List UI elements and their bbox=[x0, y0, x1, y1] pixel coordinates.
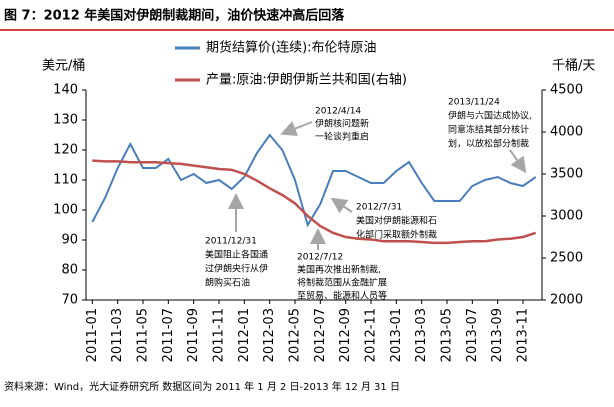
y2-tick-label: 3000 bbox=[550, 209, 583, 224]
annotation: 美国阻止各国通 bbox=[205, 249, 268, 261]
arrow bbox=[280, 121, 313, 137]
y-tick-label: 100 bbox=[53, 203, 78, 218]
annotation: 2012/7/31 bbox=[356, 203, 402, 213]
series-line bbox=[91, 133, 537, 228]
y-tick-label: 120 bbox=[53, 143, 78, 158]
x-tick-label: 2013-05 bbox=[440, 308, 455, 362]
arrow bbox=[330, 197, 353, 214]
annotation: 2013/11/24 bbox=[448, 98, 500, 108]
x-tick-label: 2013-11 bbox=[516, 308, 531, 362]
annotation: 朗购买石油 bbox=[205, 277, 250, 289]
arrow bbox=[509, 149, 527, 174]
x-tick-label: 2012-03 bbox=[262, 308, 277, 362]
annotation: 美国再次推出新制裁, bbox=[297, 264, 381, 276]
source: 资料来源：Wind，光大证券研究所 数据区间为 2011 年 1 月 2 日-2… bbox=[4, 380, 400, 393]
annotation: 2012/4/14 bbox=[315, 107, 361, 117]
annotation: 将制裁范围从金融扩展 bbox=[297, 277, 387, 289]
annotation: 划，以放松部分制裁 bbox=[448, 138, 529, 150]
x-tick-label: 2013-09 bbox=[490, 308, 505, 362]
annotation: 2011/12/31 bbox=[205, 237, 257, 247]
legend-label: 期货结算价(连续):布伦特原油 bbox=[206, 40, 377, 56]
x-tick-label: 2012-07 bbox=[313, 308, 328, 362]
y2-tick-label: 2500 bbox=[550, 251, 583, 266]
annotation: 同意冻结其部分核计 bbox=[448, 124, 529, 136]
x-tick-label: 2011-01 bbox=[85, 308, 100, 362]
x-tick-label: 2011-11 bbox=[212, 308, 227, 362]
y-tick-label: 90 bbox=[61, 233, 78, 248]
y-tick-label: 140 bbox=[53, 83, 78, 98]
y-tick-label: 80 bbox=[61, 263, 78, 278]
y2-tick-label: 4000 bbox=[550, 125, 583, 140]
y-axis-label: 美元/桶 bbox=[42, 59, 85, 74]
y2-tick-label: 3500 bbox=[550, 167, 583, 182]
annotation: 一轮谈判重启 bbox=[315, 131, 369, 143]
x-tick-label: 2012-01 bbox=[237, 308, 252, 362]
x-tick-label: 2013-07 bbox=[465, 308, 480, 362]
y2-axis-label: 千桶/天 bbox=[552, 59, 595, 74]
annotations: 2012/4/14 伊朗核问题新 一轮谈判重启 2011/12/31 美国阻止各… bbox=[205, 98, 532, 302]
x-tick-label: 2013-01 bbox=[389, 308, 404, 362]
y-tick-label: 70 bbox=[61, 293, 78, 308]
x-tick-label: 2012-09 bbox=[338, 308, 353, 362]
x-tick-label: 2011-03 bbox=[110, 308, 125, 362]
x-tick-label: 2012-05 bbox=[288, 308, 303, 362]
y2-tick-label: 4500 bbox=[550, 83, 583, 98]
x-tick-label: 2011-05 bbox=[136, 308, 151, 362]
annotation: 美国对伊朗能源和石 bbox=[356, 215, 437, 227]
annotation: 伊朗核问题新 bbox=[315, 118, 369, 130]
legend-label: 产量:原油:伊朗伊斯兰共和国(右轴) bbox=[206, 73, 407, 88]
x-tick-label: 2011-07 bbox=[161, 308, 176, 362]
y-tick-label: 130 bbox=[53, 113, 78, 128]
annotation: 伊朗与六国达成协议, bbox=[448, 110, 532, 122]
annotation: 过伊朗央行从伊 bbox=[205, 263, 268, 275]
x-tick-label: 2013-03 bbox=[414, 308, 429, 362]
x-tick-label: 2011-09 bbox=[186, 308, 201, 362]
x-tick-label: 2012-11 bbox=[364, 308, 379, 362]
chart-title: 图 7：2012 年美国对伊朗制裁期间，油价快速冲高后回落 bbox=[4, 8, 345, 24]
annotation: 化部门采取额外制裁 bbox=[356, 229, 437, 241]
annotation: 2012/7/12 bbox=[297, 253, 343, 263]
y2-tick-label: 2000 bbox=[550, 293, 583, 308]
annotation: 至贸易、能源和人员等 bbox=[297, 290, 387, 302]
y-tick-label: 110 bbox=[53, 173, 78, 188]
series-line bbox=[92, 159, 537, 245]
